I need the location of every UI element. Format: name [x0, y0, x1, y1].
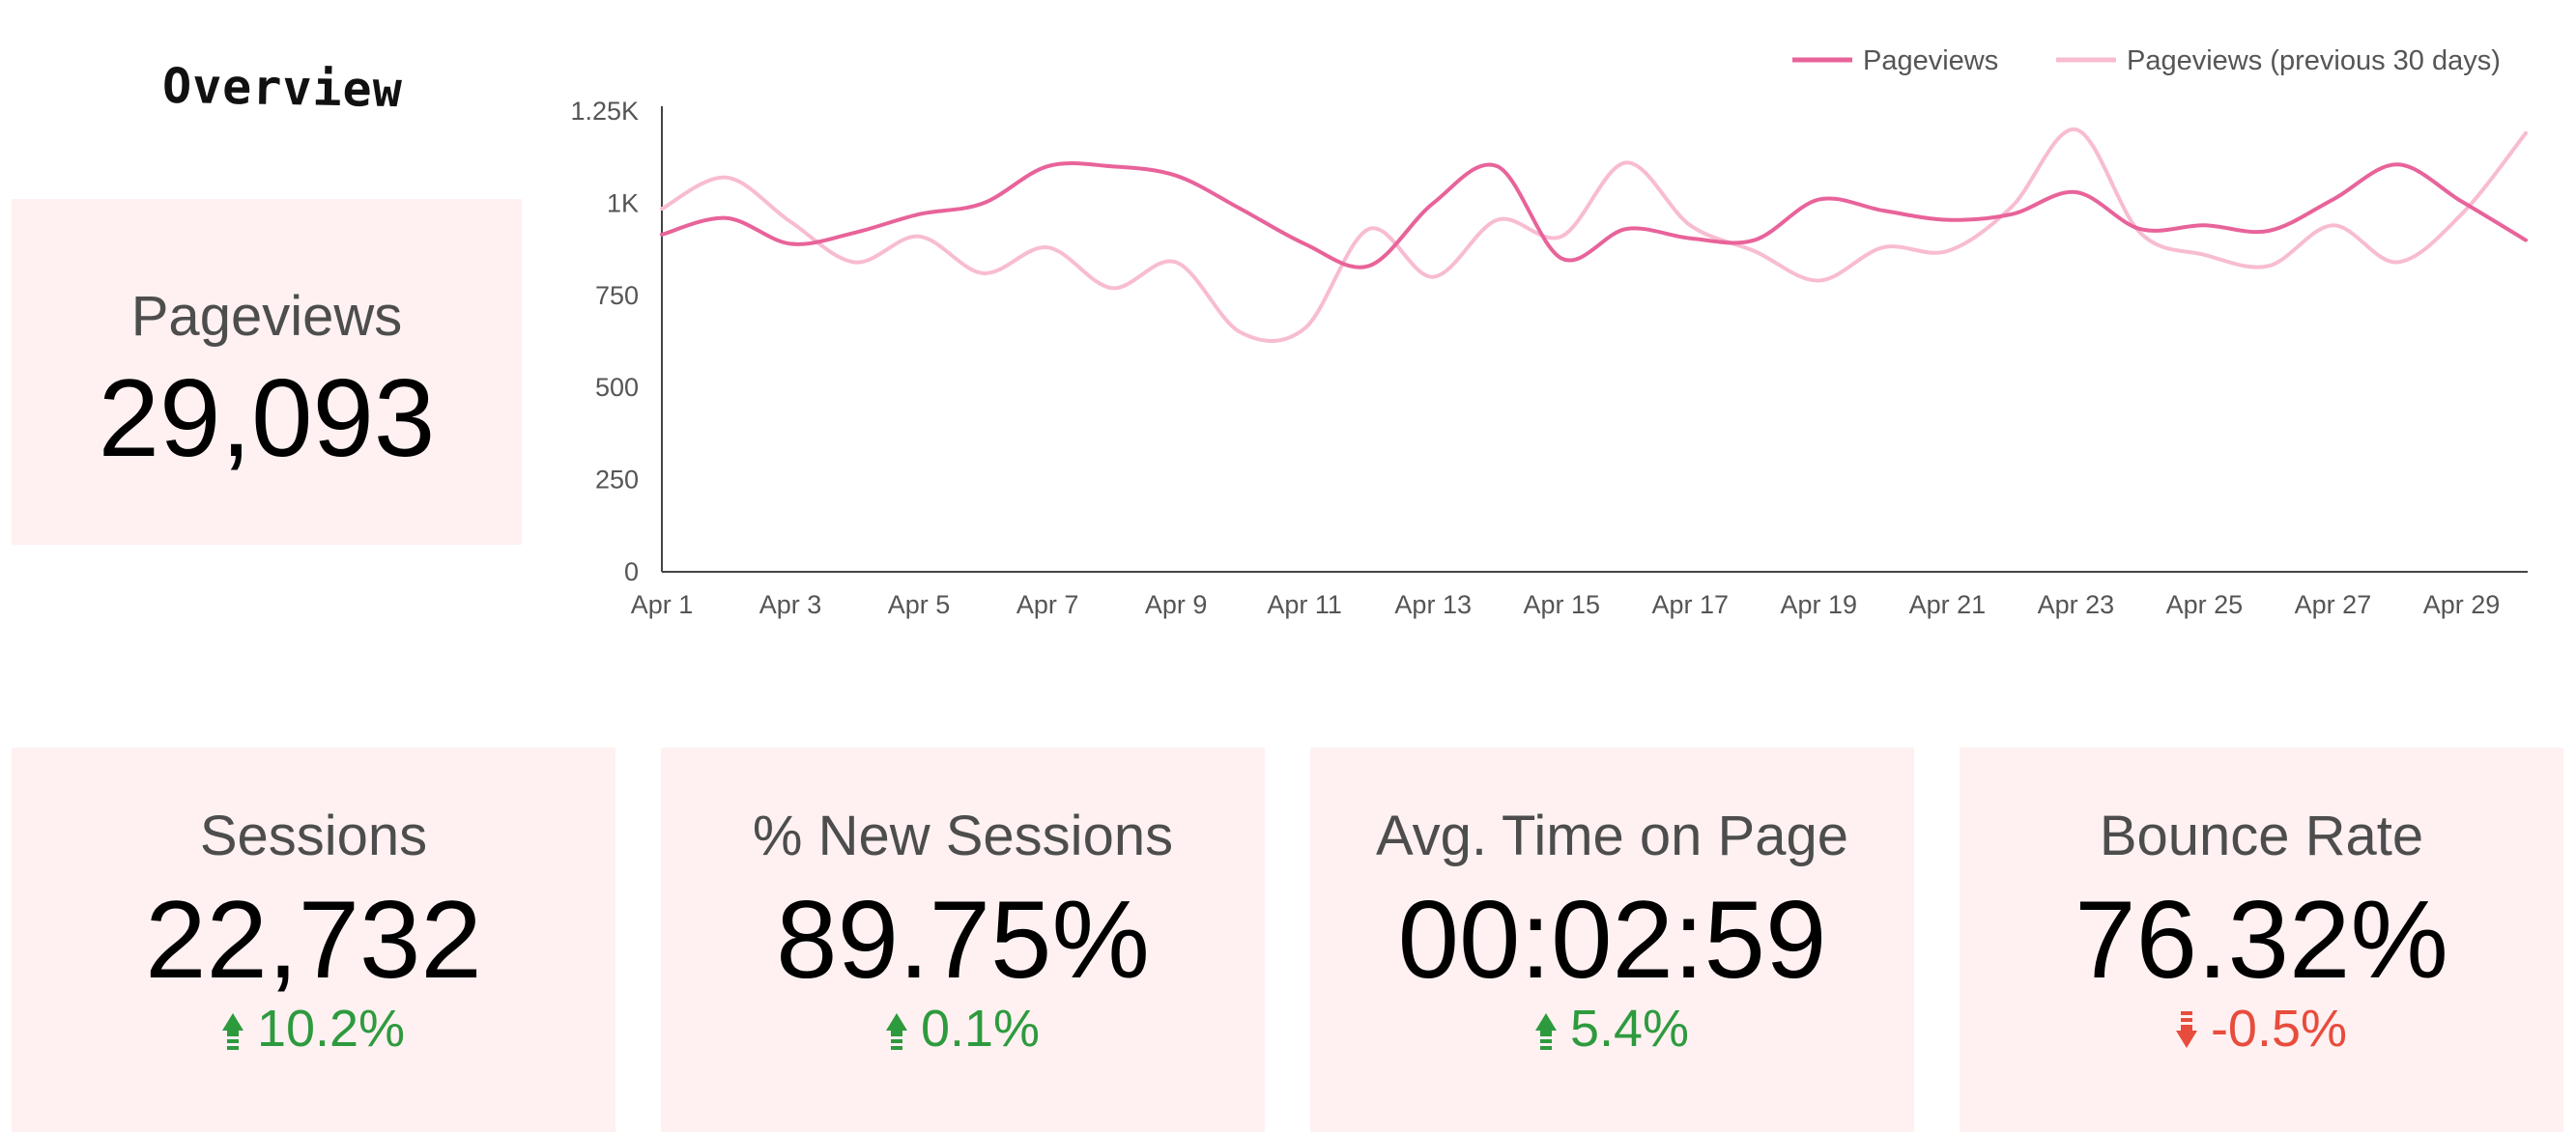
- avg-time-on-page-scorecard: Avg. Time on Page 00:02:59 5.4%: [1310, 748, 1914, 1132]
- arrow-icon: [1534, 1003, 1557, 1062]
- x-tick-label: Apr 19: [1781, 590, 1858, 619]
- delta-value: 0.1%: [920, 1000, 1041, 1058]
- scorecard-label: Avg. Time on Page: [1375, 805, 1848, 867]
- y-axis: 0 250 500 750 1K 1.25K: [570, 97, 663, 586]
- scorecard-delta: 0.1%: [661, 999, 1265, 1062]
- scorecard-delta: 5.4%: [1310, 999, 1914, 1062]
- legend-item-pageviews: Pageviews: [1863, 45, 1998, 76]
- arrow-up-icon: [1534, 1012, 1557, 1050]
- x-tick-label: Apr 29: [2423, 590, 2501, 619]
- bounce-rate-scorecard: Bounce Rate 76.32% -0.5%: [1960, 748, 2563, 1132]
- x-tick-label: Apr 13: [1394, 590, 1472, 619]
- delta-value: 5.4%: [1569, 1000, 1690, 1058]
- y-tick-label: 1.25K: [570, 97, 639, 126]
- x-tick-label: Apr 25: [2166, 590, 2244, 619]
- y-tick-label: 250: [595, 466, 639, 495]
- pageviews-scorecard: Pageviews 29,093: [12, 199, 522, 545]
- x-tick-label: Apr 7: [1016, 590, 1079, 619]
- arrow-icon: [2175, 1003, 2197, 1062]
- scorecard-value: 22,732: [145, 879, 482, 1002]
- legend-item-previous-30-days: Pageviews (previous 30 days): [2127, 45, 2501, 76]
- x-tick-label: Apr 23: [2038, 590, 2115, 619]
- y-tick-label: 1K: [607, 188, 639, 217]
- previous-30-days-series-line: [660, 127, 2528, 343]
- x-axis: Apr 1 Apr 3 Apr 5 Apr 7 Apr 9 Apr 11 Apr 13 Apr…: [631, 571, 2528, 619]
- arrow-icon: [221, 1003, 243, 1062]
- scorecard-value: 29,093: [98, 357, 436, 480]
- chart-series: [660, 127, 2528, 343]
- arrow-icon: [885, 1003, 907, 1062]
- x-tick-label: Apr 21: [1909, 590, 1987, 619]
- x-tick-label: Apr 11: [1267, 590, 1342, 619]
- x-tick-label: Apr 27: [2295, 590, 2372, 619]
- pageviews-series-line: [660, 161, 2528, 269]
- arrow-up-icon: [885, 1012, 907, 1050]
- sessions-scorecard: Sessions 22,732 10.2%: [12, 748, 615, 1132]
- chart-legend: Pageviews Pageviews (previous 30 days): [1792, 45, 2501, 76]
- scorecard-label: Sessions: [199, 805, 428, 867]
- x-tick-label: Apr 9: [1145, 590, 1208, 619]
- scorecard-delta: 10.2%: [12, 999, 615, 1062]
- x-tick-label: Apr 5: [888, 590, 951, 619]
- y-tick-label: 0: [624, 557, 639, 586]
- scorecard-delta: -0.5%: [1960, 999, 2563, 1062]
- scorecard-value: 76.32%: [2075, 879, 2448, 1002]
- x-tick-label: Apr 15: [1523, 590, 1600, 619]
- new-sessions-scorecard: % New Sessions 89.75% 0.1%: [661, 748, 1265, 1132]
- scorecard-label: % New Sessions: [752, 805, 1174, 867]
- scorecard-label: Bounce Rate: [2099, 805, 2424, 867]
- delta-value: 10.2%: [256, 1000, 406, 1058]
- x-tick-label: Apr 3: [759, 590, 822, 619]
- arrow-up-icon: [221, 1012, 243, 1050]
- scorecard-value: 89.75%: [776, 879, 1150, 1002]
- y-tick-label: 750: [595, 281, 639, 310]
- scorecard-value: 00:02:59: [1397, 879, 1827, 1002]
- delta-value: -0.5%: [2210, 1000, 2348, 1058]
- pageviews-line-chart: Pageviews Pageviews (previous 30 days) 0 2…: [570, 45, 2528, 619]
- x-tick-label: Apr 17: [1651, 590, 1729, 619]
- arrow-down-icon: [2175, 1010, 2197, 1048]
- scorecard-label: Pageviews: [130, 285, 403, 348]
- x-tick-label: Apr 1: [631, 590, 694, 619]
- y-tick-label: 500: [595, 373, 639, 402]
